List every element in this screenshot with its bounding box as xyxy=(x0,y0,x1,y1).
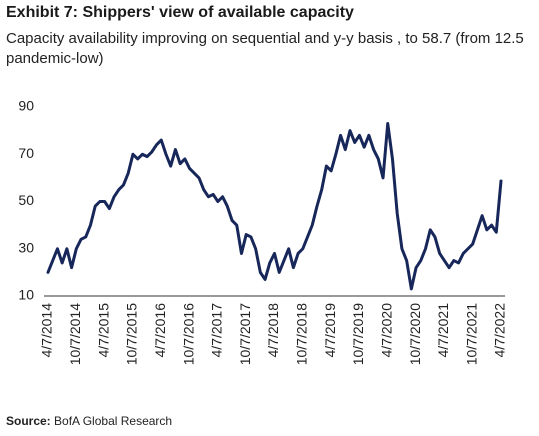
source-text: BofA Global Research xyxy=(54,414,173,428)
data-line xyxy=(46,122,503,291)
x-tick-label: 4/7/2022 xyxy=(492,303,508,358)
x-tick-label: 4/7/2020 xyxy=(378,303,394,358)
y-tick-label: 30 xyxy=(18,239,34,255)
y-tick-label: 90 xyxy=(18,98,34,114)
source: Source: BofA Global Research xyxy=(6,414,172,428)
x-tick-label: 4/7/2016 xyxy=(152,303,168,358)
x-tick-label: 4/7/2014 xyxy=(39,303,55,358)
x-tick-label: 10/7/2015 xyxy=(124,303,140,365)
x-tick-label: 10/7/2020 xyxy=(407,303,423,365)
x-tick-label: 4/7/2015 xyxy=(95,303,111,358)
x-tick-label: 10/7/2017 xyxy=(237,303,253,365)
y-tick-label: 50 xyxy=(18,192,34,208)
x-tick-label: 10/7/2018 xyxy=(294,303,310,365)
x-tick-label: 10/7/2014 xyxy=(67,303,83,365)
subtitle: Capacity availability improving on seque… xyxy=(6,30,524,67)
x-tick-label: 4/7/2017 xyxy=(209,303,225,358)
chart: 10 30 50 70 90 4/7/2014 10/7/2014 4/7/2015 10/7/… xyxy=(18,98,508,366)
y-tick-label: 70 xyxy=(18,145,34,161)
x-tick-label: 4/7/2018 xyxy=(265,303,281,358)
y-tick-label: 10 xyxy=(18,287,34,303)
x-tick-label: 10/7/2021 xyxy=(463,303,479,365)
source-label: Source: xyxy=(6,414,51,428)
x-tick-label: 10/7/2019 xyxy=(350,303,366,365)
x-tick-label: 4/7/2021 xyxy=(435,303,451,358)
title: Exhibit 7: Shippers' view of available c… xyxy=(6,4,354,21)
x-tick-label: 4/7/2019 xyxy=(322,303,338,358)
x-tick-label: 10/7/2016 xyxy=(180,303,196,365)
